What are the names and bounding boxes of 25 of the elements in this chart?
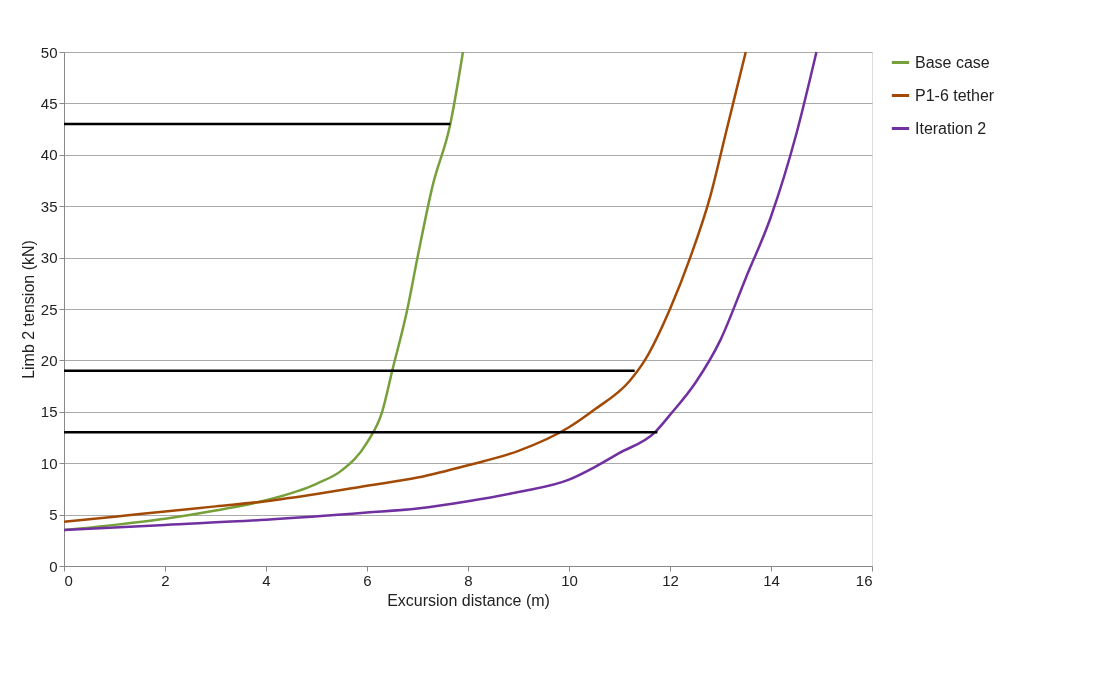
y-axis-title: Limb 2 tension (kN) (19, 240, 37, 379)
x-axis-title: Excursion distance (m) (387, 591, 550, 609)
x-tick-label: 2 (161, 571, 170, 589)
legend-label: Iteration 2 (915, 119, 987, 137)
x-tick-label: 8 (464, 571, 473, 589)
y-tick-label: 50 (40, 43, 58, 61)
y-tick-label: 15 (40, 403, 58, 421)
x-tick-label: 14 (763, 571, 780, 589)
y-tick-label: 20 (40, 351, 58, 369)
x-tick-label: 4 (262, 571, 271, 589)
x-tick-label: 10 (561, 571, 578, 589)
y-tick-label: 30 (40, 249, 58, 267)
legend-label: P1-6 tether (915, 86, 995, 104)
x-tick-label: 16 (855, 571, 873, 589)
y-tick-label: 5 (49, 506, 58, 524)
y-tick-label: 25 (40, 300, 58, 318)
y-tick-label: 10 (40, 454, 58, 472)
x-tick-label: 0 (64, 571, 73, 589)
y-tick-label: 35 (40, 197, 58, 215)
y-tick-label: 40 (40, 146, 58, 164)
legend-label: Base case (915, 53, 990, 71)
y-tick-label: 45 (40, 94, 58, 112)
x-tick-label: 12 (662, 571, 679, 589)
x-tick-label: 6 (363, 571, 372, 589)
y-tick-label: 0 (49, 557, 58, 575)
